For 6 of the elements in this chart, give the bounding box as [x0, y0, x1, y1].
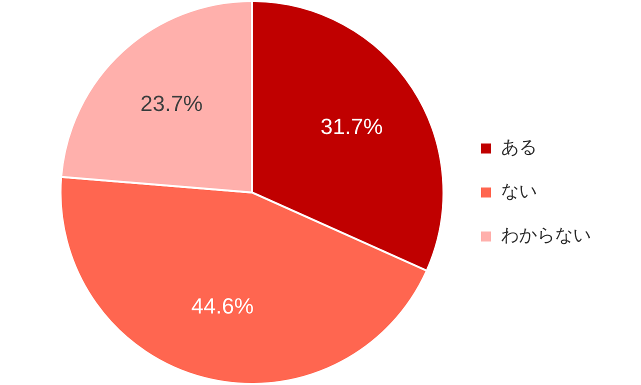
data-label: 23.7% — [140, 91, 203, 116]
data-label: 44.6% — [191, 294, 254, 319]
legend-label: ない — [501, 181, 537, 202]
legend-label: わからない — [501, 225, 591, 246]
legend-label: ある — [501, 137, 537, 158]
data-label: 31.7% — [320, 114, 383, 139]
